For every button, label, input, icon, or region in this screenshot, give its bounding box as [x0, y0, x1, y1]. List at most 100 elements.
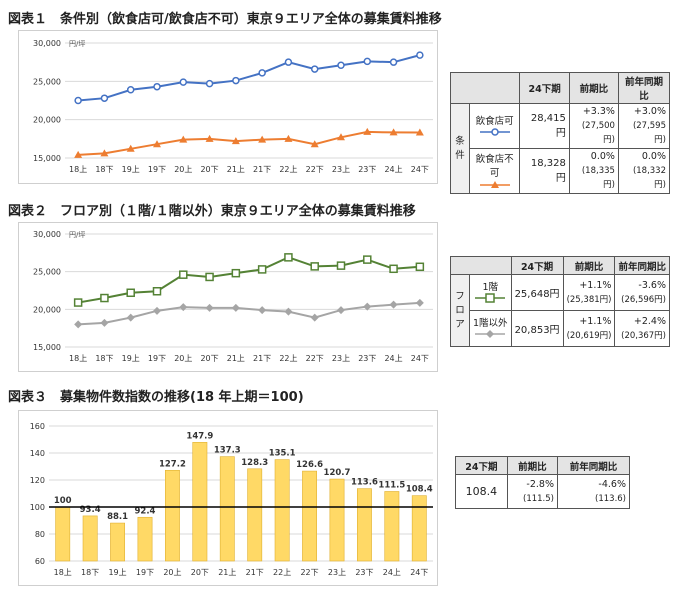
fig1-x-tick-label: 21下: [253, 165, 271, 174]
fig3-y-tick-label: 60: [35, 557, 45, 566]
fig2-row1-label-cell: 1階: [469, 274, 512, 311]
fig2-row1-value: 25,648円: [510, 274, 564, 311]
fig2-series-2-point: [153, 306, 161, 315]
fig2-chart: 15,000 20,000 25,000 30,000 円/坪 18上 18下 19上 19下 2…: [18, 222, 438, 372]
fig2-row2-qoq: +1.1%: [579, 315, 612, 327]
fig1-series-1-line: [78, 54, 421, 102]
fig1-x-tick-label: 19上: [122, 165, 140, 174]
fig2-row2-legend-icon: [475, 330, 506, 338]
fig2-series-2-point: [310, 313, 319, 322]
fig1-y-tick-label: 30,000: [33, 39, 61, 48]
fig2-y-tick-label: 20,000: [33, 305, 61, 314]
fig2-x-tick-label: 19上: [122, 354, 140, 363]
fig3-x-tick-label: 22下: [300, 568, 318, 577]
fig1-row2-legend-icon: [479, 180, 510, 188]
fig2-chart-svg: 15,000 20,000 25,000 30,000 円/坪 18上 18下 19上 19下 2…: [33, 230, 433, 363]
fig3-title: 図表３ 募集物件数指数の推移(18 年上期＝100): [8, 390, 304, 405]
fig1-row2-value: 18,328円: [519, 148, 570, 194]
fig1-series-2-point: [231, 137, 240, 145]
fig3-x-tick-label: 21上: [218, 568, 236, 577]
fig1-table-header-yoy: 前年同期比: [617, 72, 671, 104]
fig2-series-2-point: [100, 318, 109, 327]
fig1-row1-value: 28,415円: [519, 103, 570, 149]
fig2-table-header-blank: [450, 256, 512, 275]
fig3-yoy: -4.6%: [598, 478, 626, 490]
fig3-table-header-qoq: 前期比: [506, 456, 558, 475]
fig2-row1-label: 1階: [482, 282, 499, 293]
fig1-y-tick-label: 15,000: [33, 154, 61, 163]
fig3-bar: [82, 515, 98, 562]
fig2-row2-yoy-cell: +2.4% (20,367円): [614, 310, 670, 347]
fig3-bar: [55, 506, 71, 562]
fig3-bar: [274, 459, 290, 562]
fig2-series-2-point: [179, 303, 188, 312]
fig2-series-1-point: [336, 261, 346, 270]
fig1-row1-yoy-cell: +3.0% (27,595円): [617, 103, 671, 149]
fig2-x-tick-label: 22上: [279, 354, 297, 363]
fig3-y-tick-label: 80: [35, 530, 45, 539]
fig2-series-1-point: [100, 293, 109, 303]
fig2-series-1-point: [284, 253, 293, 262]
fig2-row2-yoy-prev: (20,367円): [621, 330, 666, 341]
fig1-series-2-point: [363, 127, 372, 135]
fig3-value: 108.4: [455, 474, 508, 509]
fig3-data-label: 147.9: [186, 431, 213, 441]
fig2-series-1-point: [363, 255, 372, 264]
fig3-x-tick-label: 18下: [81, 568, 99, 577]
fig1-row2-yoy-cell: 0.0% (18,332円): [617, 148, 671, 194]
fig2-row1-yoy: -3.6%: [638, 279, 666, 291]
fig2-series-2-point: [74, 320, 83, 329]
fig3-bar: [110, 522, 126, 562]
fig2-x-tick-label: 20上: [174, 354, 192, 363]
fig1-row1-yoy: +3.0%: [633, 106, 666, 117]
fig1-row1-qoq-prev: (27,500円): [581, 121, 615, 145]
fig1-row2-qoq-prev: (18,335円): [581, 166, 615, 190]
fig1-x-tick-label: 20下: [200, 165, 218, 174]
fig1-series-2-point: [310, 140, 319, 148]
fig1-table-header-blank: [449, 72, 521, 104]
fig3-qoq-cell: -2.8% (111.5): [506, 474, 558, 509]
fig3-bar: [192, 442, 208, 562]
fig3-bar: [384, 491, 400, 562]
fig1-x-tick-label: 19下: [148, 165, 166, 174]
fig1-y-tick-label: 25,000: [33, 77, 61, 86]
fig1-x-tick-label: 22下: [306, 165, 324, 174]
fig3-data-label: 137.3: [214, 446, 241, 456]
fig1-unit-label: 円/坪: [69, 40, 85, 48]
fig1-series-1-point: [74, 96, 82, 105]
fig2-series-1-point: [415, 262, 425, 272]
fig3-y-tick-label: 140: [30, 449, 45, 458]
fig3-x-tick-label: 23下: [355, 568, 373, 577]
fig2-series-1-point: [179, 270, 188, 279]
fig1-row2-yoy-prev: (18,332円): [632, 166, 666, 190]
fig2-x-tick-label: 24下: [411, 354, 429, 363]
fig1-row1-label-cell: 飲食店可: [468, 103, 521, 149]
fig2-row1-qoq-prev: (25,381円): [566, 294, 612, 305]
fig1-series-2-point: [100, 149, 109, 157]
fig3-table-header-period: 24下期: [455, 456, 508, 475]
fig3-bar: [247, 468, 263, 562]
fig3-x-tick-label: 21下: [246, 568, 264, 577]
fig3-x-tick-label: 23上: [328, 568, 346, 577]
fig1-chart: 15,000 20,000 25,000 30,000 円/坪 18上 18下 19上 19下 2…: [18, 30, 438, 184]
fig1-series-1-point: [284, 58, 293, 66]
fig2-x-tick-label: 20下: [200, 354, 218, 363]
fig2-row2-yoy: +2.4%: [633, 315, 666, 327]
fig1-table-header-period: 24下期: [519, 72, 570, 104]
fig2-series-2-point: [258, 306, 267, 315]
fig2-series-2-point: [415, 298, 424, 307]
fig2-x-tick-label: 21下: [253, 354, 271, 363]
fig1-series-1-point: [416, 51, 424, 59]
fig1-row1-legend-icon: [479, 127, 510, 136]
fig1-row2-qoq-cell: 0.0% (18,335円): [568, 148, 619, 194]
fig3-data-label: 113.6: [351, 478, 378, 488]
fig1-chart-svg: 15,000 20,000 25,000 30,000 円/坪 18上 18下 19上 19下 2…: [33, 39, 433, 174]
fig1-series-2-line: [78, 130, 420, 156]
fig1-series-1-point: [179, 78, 188, 86]
fig2-x-tick-label: 23下: [358, 354, 376, 363]
fig2-y-tick-label: 25,000: [33, 268, 61, 277]
fig2-row2-label-cell: 1階以外: [469, 310, 512, 347]
fig1-x-tick-label: 23上: [332, 165, 350, 174]
fig3-bar: [137, 516, 153, 562]
fig2-group-label: フロア: [450, 274, 470, 347]
